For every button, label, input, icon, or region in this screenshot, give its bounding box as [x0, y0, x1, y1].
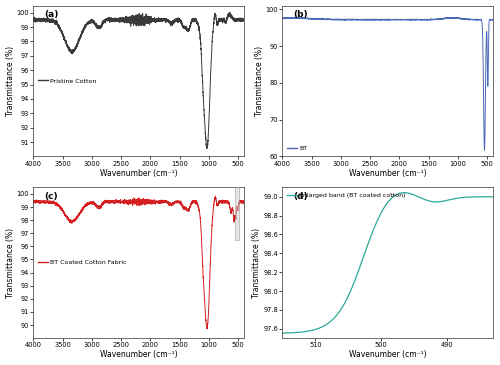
Text: (c): (c): [44, 192, 58, 201]
Y-axis label: Transmittance (%): Transmittance (%): [252, 228, 262, 298]
Y-axis label: Transmittance (%): Transmittance (%): [254, 46, 264, 116]
Legend: Pristine Cotton: Pristine Cotton: [36, 76, 98, 85]
Legend: Enlarged band (BT coated cotton): Enlarged band (BT coated cotton): [286, 191, 408, 200]
X-axis label: Wavenumber (cm⁻¹): Wavenumber (cm⁻¹): [349, 169, 426, 178]
Legend: BT Coated Cotton Fabric: BT Coated Cotton Fabric: [36, 258, 128, 267]
Legend: BT: BT: [286, 144, 310, 153]
Y-axis label: Transmittance (%): Transmittance (%): [6, 228, 15, 298]
Text: (a): (a): [44, 10, 59, 19]
Text: (b): (b): [293, 10, 308, 19]
X-axis label: Wavenumber (cm⁻¹): Wavenumber (cm⁻¹): [349, 350, 426, 360]
Text: (d): (d): [293, 192, 308, 201]
X-axis label: Wavenumber (cm⁻¹): Wavenumber (cm⁻¹): [100, 350, 178, 360]
X-axis label: Wavenumber (cm⁻¹): Wavenumber (cm⁻¹): [100, 169, 178, 178]
Y-axis label: Transmittance (%): Transmittance (%): [6, 46, 15, 116]
Bar: [234, 187, 239, 240]
